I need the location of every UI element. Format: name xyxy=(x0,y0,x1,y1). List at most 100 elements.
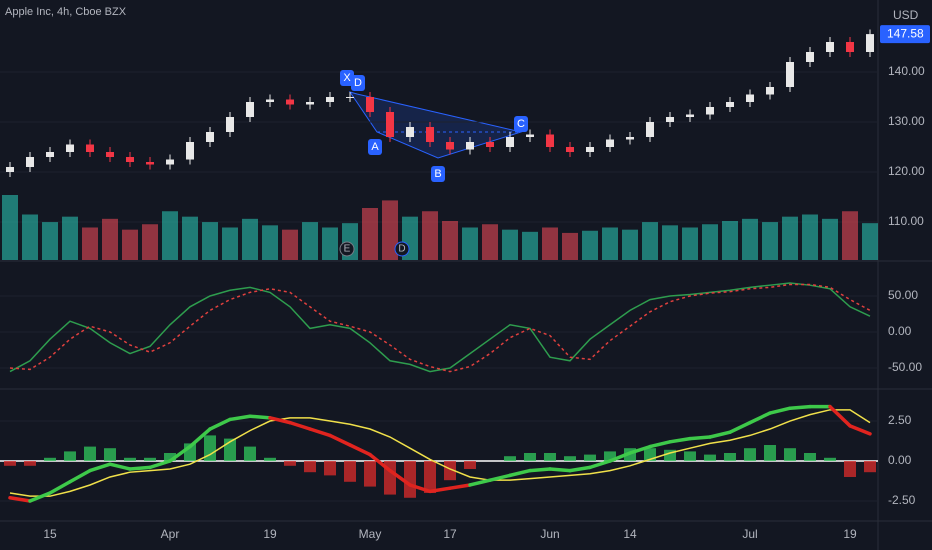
histogram-bar xyxy=(404,460,416,498)
macd-segment xyxy=(688,435,712,441)
volume-bar xyxy=(62,216,78,260)
candle-body xyxy=(646,122,654,137)
macd-segment xyxy=(628,444,652,455)
candle-body xyxy=(426,127,434,142)
y-tick-label: -50.00 xyxy=(888,360,922,374)
volume-bar xyxy=(802,214,818,260)
pattern-label-box xyxy=(340,70,354,86)
macd-segment xyxy=(408,483,432,494)
candle-body xyxy=(306,102,314,105)
candle-body xyxy=(666,117,674,122)
volume-bar xyxy=(702,224,718,260)
y-tick-label: 120.00 xyxy=(888,164,925,178)
candle-body xyxy=(586,147,594,152)
macd-segment xyxy=(88,462,112,473)
macd-segment xyxy=(748,411,772,425)
pattern-label-box xyxy=(514,116,528,132)
macd-segment xyxy=(448,483,472,490)
pattern-label: X xyxy=(343,72,351,84)
candle-body xyxy=(806,52,814,62)
histogram-bar xyxy=(44,457,56,461)
volume-bar xyxy=(222,227,238,260)
histogram-bar xyxy=(344,460,356,482)
y-tick-label: 50.00 xyxy=(888,288,918,302)
signal-line xyxy=(9,409,871,497)
macd-segment xyxy=(788,404,812,410)
macd-segment xyxy=(848,424,872,436)
histogram-bar xyxy=(4,460,16,466)
histogram-bar xyxy=(24,460,36,466)
macd-segment xyxy=(608,451,632,463)
candle-body xyxy=(386,112,394,137)
y-tick-label: 140.00 xyxy=(888,64,925,78)
candle-body xyxy=(606,139,614,147)
last-price-box xyxy=(880,25,930,44)
histogram-bar xyxy=(784,448,796,461)
x-tick-label: 19 xyxy=(263,527,277,541)
volume-bar xyxy=(362,208,378,260)
volume-bar xyxy=(82,227,98,260)
candle-body xyxy=(226,117,234,132)
x-tick-label: Apr xyxy=(161,527,180,541)
histogram-bar xyxy=(544,453,556,461)
macd-segment xyxy=(108,462,132,471)
macd-segment xyxy=(348,443,372,457)
macd-segment xyxy=(568,465,592,473)
macd-segment xyxy=(68,468,92,484)
volume-bar xyxy=(442,221,458,260)
macd-segment xyxy=(268,416,292,425)
candle-body xyxy=(146,162,154,165)
macd-segment xyxy=(328,433,352,447)
macd-segment xyxy=(548,467,572,473)
histogram-bar xyxy=(564,456,576,461)
pattern-label-box xyxy=(431,166,445,182)
histogram-bar xyxy=(164,453,176,461)
macd-segment xyxy=(148,459,172,470)
candle-body xyxy=(126,157,134,162)
candle-body xyxy=(106,152,114,157)
volume-bar xyxy=(482,224,498,260)
candle-body xyxy=(366,97,374,112)
candle-body xyxy=(266,99,274,102)
candle-body xyxy=(206,132,214,142)
x-tick-label: May xyxy=(359,527,382,541)
pattern-label: D xyxy=(354,77,362,89)
volume-bar xyxy=(862,223,878,260)
indicator-line xyxy=(9,282,871,373)
histogram-bar xyxy=(684,451,696,461)
volume-bar xyxy=(842,211,858,260)
histogram-bar xyxy=(744,448,756,461)
histogram-bar xyxy=(304,460,316,473)
macd-segment xyxy=(768,406,792,415)
last-price-label: 147.58 xyxy=(887,26,924,40)
macd-segment xyxy=(588,459,612,470)
candle-body xyxy=(566,147,574,152)
candle-body xyxy=(706,107,714,115)
volume-bar xyxy=(622,229,638,260)
histogram-bar xyxy=(444,460,456,481)
y-tick-label: 0.00 xyxy=(888,324,912,338)
volume-bar xyxy=(422,211,438,260)
histogram-bar xyxy=(64,451,76,461)
histogram-bar xyxy=(824,457,836,461)
histogram-bar xyxy=(264,457,276,461)
histogram-bar xyxy=(864,460,876,473)
macd-segment xyxy=(728,420,752,434)
candle-body xyxy=(66,144,74,152)
event-label: E xyxy=(344,244,351,255)
volume-bar xyxy=(642,222,658,260)
candle-body xyxy=(486,142,494,147)
histogram-bar xyxy=(204,435,216,461)
pattern-label: C xyxy=(517,118,525,130)
volume-bar xyxy=(522,231,538,260)
chart-title: Apple Inc, 4h, Cboe BZX xyxy=(5,6,127,18)
histogram-bar xyxy=(724,453,736,461)
pattern-label: A xyxy=(371,141,379,153)
histogram-bar xyxy=(424,460,436,493)
event-label: D xyxy=(398,244,405,255)
volume-bar xyxy=(662,225,678,260)
volume-bar xyxy=(742,218,758,260)
histogram-bar xyxy=(664,449,676,461)
